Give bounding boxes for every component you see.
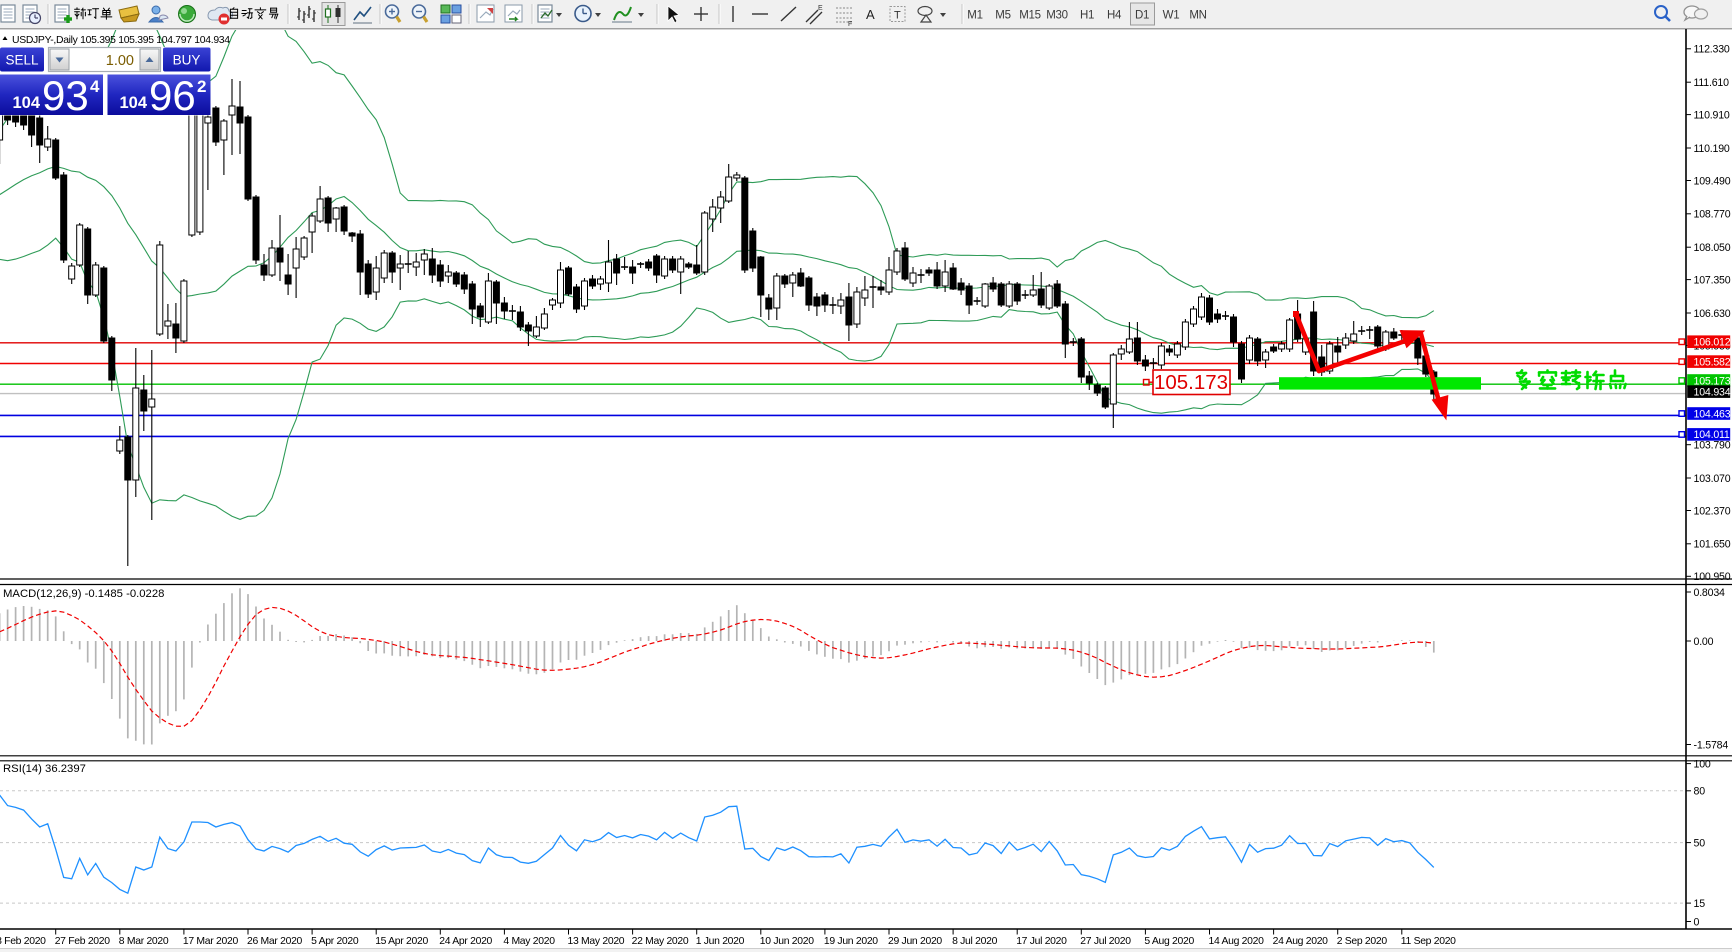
svg-text:17 Jul 2020: 17 Jul 2020: [1016, 936, 1067, 947]
svg-text:10 Jun 2020: 10 Jun 2020: [760, 936, 814, 947]
svg-text:2: 2: [197, 77, 206, 96]
svg-text:0.8034: 0.8034: [1694, 587, 1726, 599]
svg-text:F: F: [848, 21, 852, 28]
svg-text:109.490: 109.490: [1694, 175, 1731, 187]
svg-text:M15: M15: [1019, 10, 1040, 22]
svg-text:103.070: 103.070: [1694, 473, 1731, 485]
svg-text:13 May 2020: 13 May 2020: [568, 936, 625, 947]
svg-text:H4: H4: [1107, 10, 1122, 22]
svg-text:BUY: BUY: [173, 53, 201, 68]
svg-text:96: 96: [149, 72, 196, 119]
svg-text:8 Jul 2020: 8 Jul 2020: [952, 936, 997, 947]
svg-text:105.173: 105.173: [1154, 371, 1228, 394]
svg-text:105.173: 105.173: [1694, 375, 1731, 387]
svg-text:50: 50: [1694, 837, 1706, 849]
svg-text:A: A: [866, 7, 875, 22]
svg-text:26 Mar 2020: 26 Mar 2020: [247, 936, 303, 947]
svg-text:1.00: 1.00: [106, 53, 134, 69]
svg-text:106.012: 106.012: [1694, 337, 1731, 349]
svg-text:MN: MN: [1189, 10, 1206, 22]
svg-text:USDJPY-,Daily 105.395 105.395: USDJPY-,Daily 105.395 105.395 104.797 10…: [12, 35, 230, 46]
svg-text:1 Jun 2020: 1 Jun 2020: [696, 936, 745, 947]
svg-text:5 Apr 2020: 5 Apr 2020: [311, 936, 359, 947]
svg-text:80: 80: [1694, 786, 1706, 798]
svg-text:104.463: 104.463: [1694, 408, 1731, 420]
svg-text:4: 4: [90, 77, 100, 96]
svg-text:108.050: 108.050: [1694, 242, 1731, 254]
svg-text:15 Apr 2020: 15 Apr 2020: [375, 936, 428, 947]
svg-text:0.00: 0.00: [1694, 636, 1714, 648]
svg-text:93: 93: [42, 72, 89, 119]
svg-text:103.790: 103.790: [1694, 440, 1731, 452]
svg-text:107.350: 107.350: [1694, 274, 1731, 286]
svg-text:M1: M1: [967, 10, 982, 22]
svg-text:29 Jun 2020: 29 Jun 2020: [888, 936, 942, 947]
svg-text:104: 104: [119, 94, 147, 112]
svg-text:11 Sep 2020: 11 Sep 2020: [1401, 936, 1456, 947]
svg-text:24 Apr 2020: 24 Apr 2020: [439, 936, 492, 947]
svg-text:14 Aug 2020: 14 Aug 2020: [1209, 936, 1265, 947]
svg-text:22 May 2020: 22 May 2020: [632, 936, 689, 947]
svg-text:W1: W1: [1163, 10, 1180, 22]
svg-text:105.582: 105.582: [1694, 356, 1731, 368]
svg-text:D1: D1: [1135, 10, 1149, 22]
svg-text:24 Aug 2020: 24 Aug 2020: [1273, 936, 1329, 947]
svg-text:100.950: 100.950: [1694, 571, 1731, 583]
svg-text:102.370: 102.370: [1694, 505, 1731, 517]
svg-text:T: T: [894, 10, 901, 22]
svg-text:18 Feb 2020: 18 Feb 2020: [0, 936, 46, 947]
svg-text:19 Jun 2020: 19 Jun 2020: [824, 936, 878, 947]
svg-text:111.610: 111.610: [1694, 77, 1730, 89]
svg-text:110.190: 110.190: [1694, 143, 1730, 155]
svg-text:15: 15: [1694, 898, 1706, 910]
svg-text:8 Mar 2020: 8 Mar 2020: [119, 936, 169, 947]
svg-text:100: 100: [1694, 758, 1711, 770]
svg-text:E: E: [818, 5, 823, 12]
svg-text:2 Sep 2020: 2 Sep 2020: [1337, 936, 1388, 947]
svg-text:104.011: 104.011: [1694, 429, 1730, 441]
svg-text:5 Aug 2020: 5 Aug 2020: [1144, 936, 1194, 947]
svg-text:110.910: 110.910: [1694, 109, 1730, 121]
svg-text:104.934: 104.934: [1694, 386, 1731, 398]
svg-text:104: 104: [12, 94, 40, 112]
svg-text:27 Jul 2020: 27 Jul 2020: [1080, 936, 1131, 947]
svg-text:MACD(12,26,9) -0.1485 -0.0228: MACD(12,26,9) -0.1485 -0.0228: [3, 588, 164, 600]
svg-text:112.330: 112.330: [1694, 44, 1730, 56]
svg-text:27 Feb 2020: 27 Feb 2020: [55, 936, 111, 947]
svg-text:M5: M5: [995, 10, 1010, 22]
svg-text:SELL: SELL: [5, 53, 39, 68]
svg-text:-1.5784: -1.5784: [1694, 739, 1729, 751]
svg-text:17 Mar 2020: 17 Mar 2020: [183, 936, 239, 947]
svg-text:108.770: 108.770: [1694, 209, 1731, 221]
svg-text:RSI(14) 36.2397: RSI(14) 36.2397: [3, 763, 86, 775]
svg-text:106.630: 106.630: [1694, 308, 1731, 320]
svg-text:0: 0: [1694, 916, 1700, 928]
svg-text:M30: M30: [1046, 10, 1067, 22]
svg-text:101.650: 101.650: [1694, 539, 1731, 551]
svg-text:4 May 2020: 4 May 2020: [503, 936, 555, 947]
svg-text:H1: H1: [1080, 10, 1094, 22]
